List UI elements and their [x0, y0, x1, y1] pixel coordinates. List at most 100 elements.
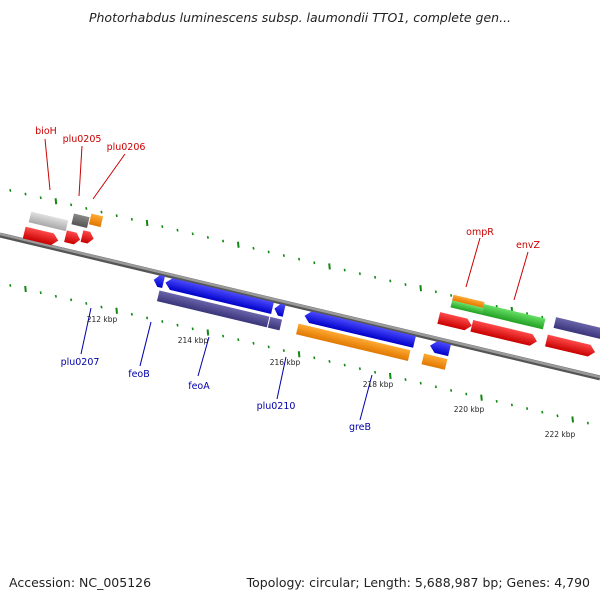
major-tick — [115, 307, 118, 314]
gene-plu0205 — [64, 230, 81, 245]
label-feoB: feoB — [128, 369, 150, 380]
minor-tick — [222, 334, 225, 338]
tick-label-214: 214 kbp — [178, 336, 209, 345]
major-tick — [54, 198, 58, 205]
label-ompR: ompR — [466, 227, 494, 238]
genes-top — [22, 211, 600, 357]
minor-tick — [343, 268, 346, 272]
gene-next-red — [545, 334, 596, 357]
minor-tick — [70, 203, 73, 207]
minor-tick — [146, 316, 149, 320]
major-tick — [237, 241, 240, 248]
minor-tick — [222, 239, 225, 243]
gene-ompR-green — [450, 300, 484, 315]
minor-tick — [85, 302, 88, 305]
gene-feoB-purple — [156, 290, 270, 328]
label-plu0207: plu0207 — [61, 357, 100, 368]
minor-tick — [450, 294, 453, 297]
label-greB: greB — [349, 422, 371, 433]
tick-label-220: 220 kbp — [454, 405, 485, 414]
gene-feoB — [165, 278, 274, 314]
minor-tick — [404, 378, 407, 382]
minor-tick — [298, 257, 301, 261]
minor-tick — [404, 283, 407, 287]
minor-tick — [313, 356, 316, 360]
minor-tick — [434, 385, 437, 389]
minor-tick — [541, 410, 544, 414]
minor-tick — [161, 225, 164, 229]
minor-tick — [465, 392, 468, 396]
minor-tick — [237, 338, 240, 342]
tick-label-218: 218 kbp — [363, 380, 394, 389]
gene-plu0210 — [304, 311, 416, 348]
gene-envZ — [470, 319, 537, 346]
gene-bioH — [22, 226, 59, 246]
minor-tick — [374, 275, 377, 279]
major-tick — [328, 263, 331, 270]
minor-tick — [328, 360, 331, 363]
major-tick — [389, 372, 392, 380]
labels-bottom: plu0207 feoB feoA plu0210 greB — [61, 357, 371, 433]
major-tick — [24, 285, 27, 293]
gene-ompR-orange — [452, 294, 485, 308]
gene-envZ-green — [481, 304, 546, 330]
minor-tick — [39, 196, 42, 200]
tick-labels: 212 kbp 214 kbp 216 kbp 218 kbp 220 kbp … — [87, 315, 576, 439]
minor-tick — [358, 367, 361, 371]
minor-tick — [54, 294, 57, 298]
gene-greB-orange — [421, 353, 448, 370]
major-tick — [297, 351, 301, 358]
gene-ompR — [437, 312, 472, 331]
tick-label-216: 216 kbp — [270, 358, 301, 367]
minor-tick — [130, 217, 133, 221]
gene-greB — [430, 341, 451, 357]
minor-tick — [24, 192, 27, 196]
gene-next-purple — [553, 317, 600, 340]
label-envZ: envZ — [516, 240, 540, 251]
label-plu0206: plu0206 — [107, 142, 146, 153]
minor-tick — [389, 279, 392, 283]
label-plu0210: plu0210 — [257, 401, 296, 412]
label-feoA: feoA — [188, 381, 210, 392]
minor-tick — [434, 290, 437, 294]
minor-tick — [9, 283, 12, 287]
accession-text: Accession: NC_005126 — [9, 575, 152, 590]
summary-text: Topology: circular; Length: 5,688,987 bp… — [246, 575, 590, 590]
gene-plu0207 — [153, 275, 165, 289]
minor-tick — [191, 232, 194, 236]
minor-tick — [450, 389, 453, 392]
minor-tick — [510, 403, 513, 407]
major-tick — [571, 416, 574, 423]
minor-tick — [419, 381, 422, 385]
minor-tick — [267, 250, 270, 254]
minor-tick — [85, 207, 88, 210]
minor-tick — [495, 399, 498, 403]
label-plu0205: plu0205 — [63, 134, 102, 145]
minor-tick — [70, 298, 73, 302]
minor-tick — [556, 414, 559, 418]
minor-tick — [313, 261, 316, 265]
labels-top: bioH plu0205 plu0206 ompR envZ — [35, 126, 540, 251]
major-tick — [419, 285, 422, 292]
minor-tick — [100, 305, 103, 309]
minor-tick — [206, 236, 209, 239]
tick-label-212: 212 kbp — [87, 315, 118, 324]
minor-tick — [343, 363, 346, 367]
minor-tick — [282, 349, 285, 353]
minor-tick — [267, 345, 270, 349]
gene-plu0205-dark — [71, 213, 90, 228]
major-tick — [480, 394, 483, 401]
minor-tick — [282, 254, 285, 258]
minor-tick — [9, 188, 12, 192]
minor-tick — [161, 320, 164, 324]
minor-tick — [374, 370, 377, 374]
gene-bioH-grey — [28, 211, 69, 232]
minor-tick — [252, 341, 255, 345]
major-tick — [145, 219, 149, 227]
tick-label-222: 222 kbp — [545, 430, 576, 439]
genes-bottom — [153, 275, 451, 370]
minor-tick — [526, 407, 529, 410]
gene-feoA — [274, 303, 286, 317]
leaders-bottom — [80, 307, 373, 421]
